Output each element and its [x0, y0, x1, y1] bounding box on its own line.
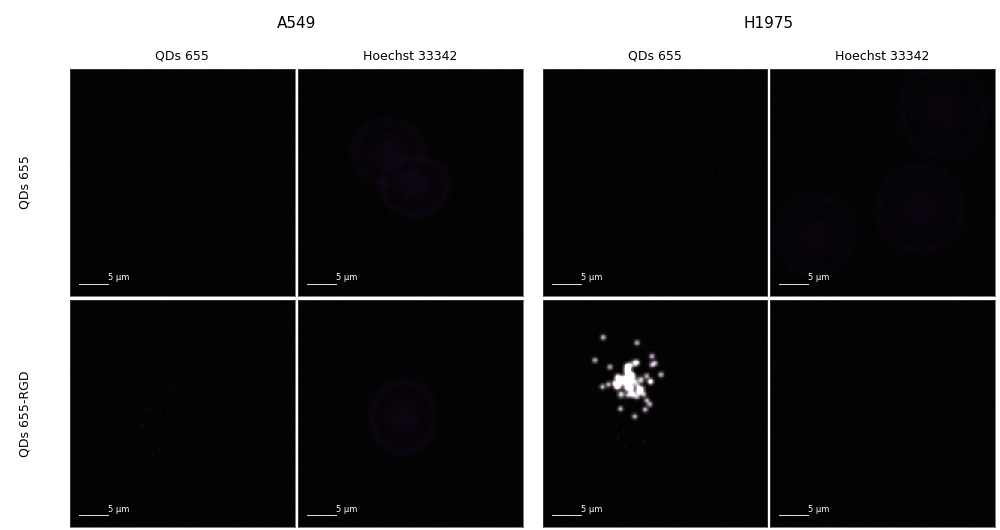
Text: H1975: H1975	[744, 16, 794, 31]
Text: 5 μm: 5 μm	[808, 505, 830, 514]
Text: QDs 655-RGD: QDs 655-RGD	[18, 370, 32, 457]
Text: 5 μm: 5 μm	[808, 273, 830, 282]
Text: QDs 655: QDs 655	[18, 155, 32, 209]
Text: QDs 655: QDs 655	[628, 49, 682, 63]
Text: 5 μm: 5 μm	[581, 273, 602, 282]
Text: 5 μm: 5 μm	[108, 273, 130, 282]
Text: 5 μm: 5 μm	[581, 505, 602, 514]
Text: 5 μm: 5 μm	[108, 505, 130, 514]
Text: 5 μm: 5 μm	[336, 273, 357, 282]
Text: 5 μm: 5 μm	[336, 505, 357, 514]
Text: Hoechst 33342: Hoechst 33342	[835, 49, 930, 63]
Text: QDs 655: QDs 655	[155, 49, 209, 63]
Text: Hoechst 33342: Hoechst 33342	[363, 49, 457, 63]
Text: A549: A549	[277, 16, 316, 31]
